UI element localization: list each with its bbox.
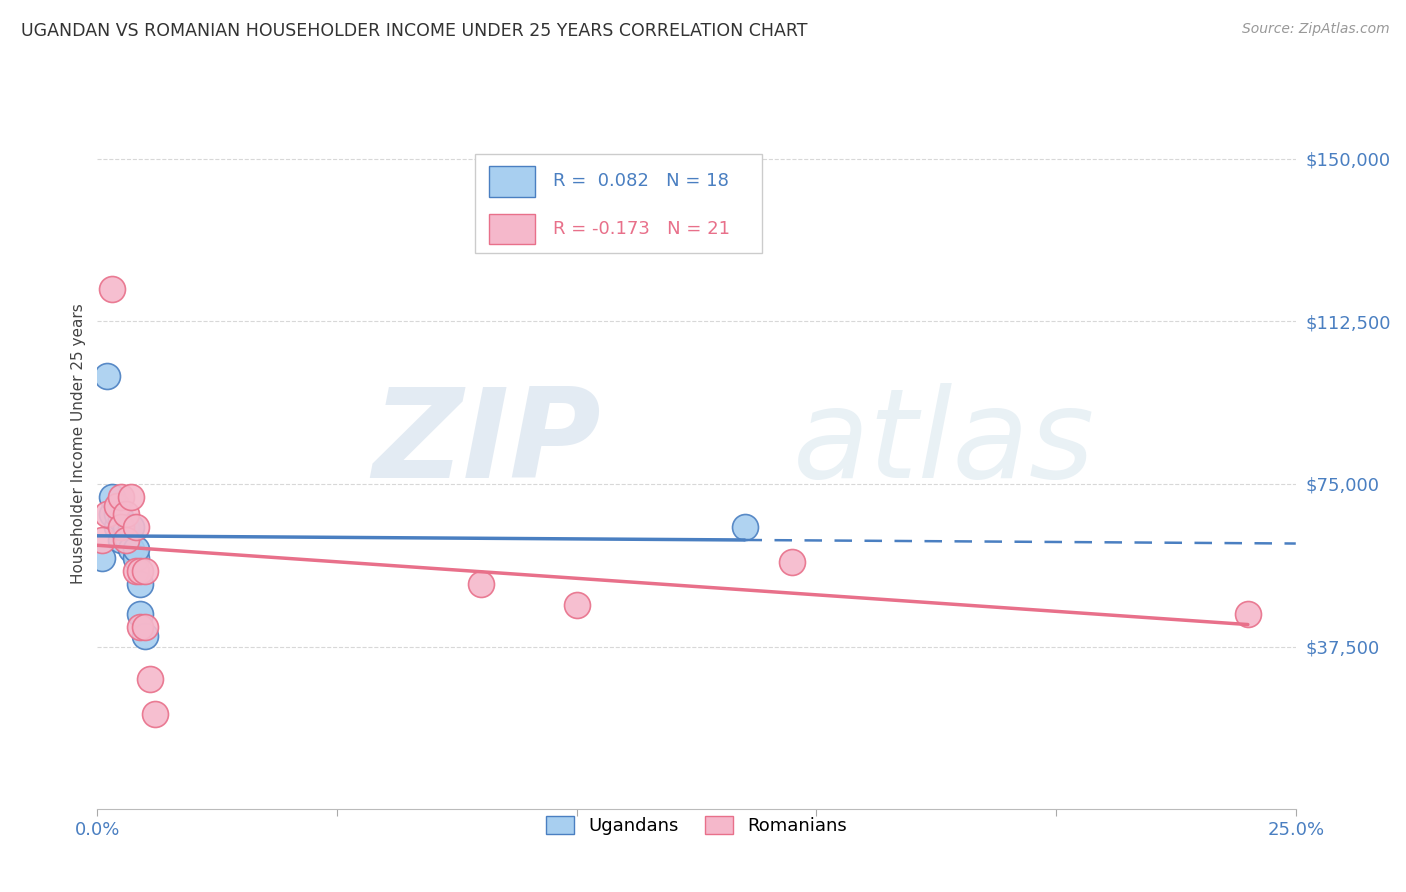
Point <box>129 620 152 634</box>
Text: ZIP: ZIP <box>373 383 600 504</box>
Point <box>565 599 588 613</box>
Point <box>120 520 142 534</box>
Point <box>129 576 152 591</box>
Point <box>129 607 152 621</box>
Point <box>470 576 492 591</box>
Point <box>120 490 142 504</box>
Point <box>782 555 804 569</box>
Point <box>100 508 122 522</box>
Point <box>134 629 156 643</box>
Point <box>734 520 756 534</box>
Point <box>110 533 132 548</box>
Point <box>134 564 156 578</box>
Text: Source: ZipAtlas.com: Source: ZipAtlas.com <box>1241 22 1389 37</box>
Point <box>115 533 138 548</box>
Point <box>91 550 114 565</box>
Point <box>105 520 128 534</box>
Point <box>105 508 128 522</box>
Point <box>115 529 138 543</box>
FancyBboxPatch shape <box>475 154 762 253</box>
Point <box>125 564 148 578</box>
Point <box>100 490 122 504</box>
Bar <box>489 213 534 244</box>
Point <box>129 564 152 578</box>
Point <box>115 508 138 522</box>
Text: R =  0.082   N = 18: R = 0.082 N = 18 <box>553 172 728 190</box>
Point <box>125 541 148 556</box>
Text: R = -0.173   N = 21: R = -0.173 N = 21 <box>553 220 730 238</box>
Bar <box>489 166 534 197</box>
Point <box>125 550 148 565</box>
Point <box>96 508 118 522</box>
Text: atlas: atlas <box>793 383 1094 504</box>
Point <box>110 490 132 504</box>
Point <box>91 533 114 548</box>
Point <box>105 499 128 513</box>
Point <box>120 541 142 556</box>
Point <box>143 706 166 721</box>
Point <box>110 511 132 525</box>
Legend: Ugandans, Romanians: Ugandans, Romanians <box>537 806 856 844</box>
Point <box>96 368 118 383</box>
Point <box>139 672 162 686</box>
Point <box>100 282 122 296</box>
Y-axis label: Householder Income Under 25 years: Householder Income Under 25 years <box>72 303 86 583</box>
Point <box>134 620 156 634</box>
Point <box>115 520 138 534</box>
Point <box>1237 607 1260 621</box>
Point <box>110 520 132 534</box>
Point <box>125 520 148 534</box>
Text: UGANDAN VS ROMANIAN HOUSEHOLDER INCOME UNDER 25 YEARS CORRELATION CHART: UGANDAN VS ROMANIAN HOUSEHOLDER INCOME U… <box>21 22 807 40</box>
